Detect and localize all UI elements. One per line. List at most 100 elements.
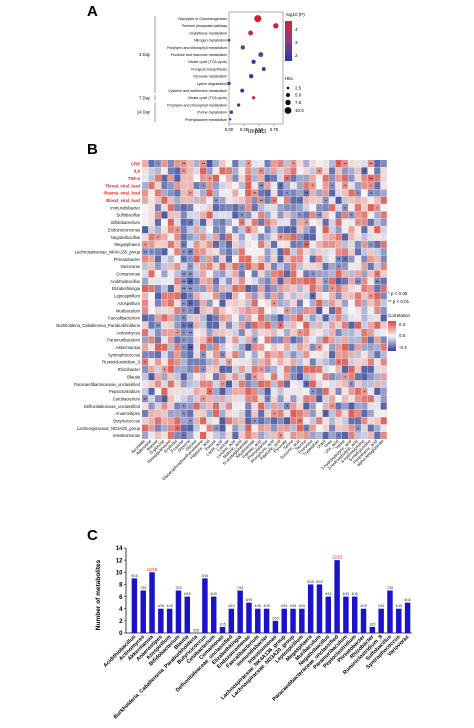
heatmap-cell: [271, 284, 278, 292]
heatmap-cell: [290, 409, 297, 417]
heatmap-cell: [277, 299, 284, 307]
heatmap-cell: [290, 270, 297, 278]
heatmap-cell: [380, 380, 387, 388]
bar: [369, 626, 376, 633]
significance-mark: **: [189, 331, 193, 336]
heatmap-cell: [380, 417, 387, 425]
heatmap-cell: [329, 299, 336, 307]
heatmap-cell: [303, 343, 310, 351]
significance-mark: *: [183, 316, 185, 321]
heatmap-cell: [212, 351, 220, 359]
heatmap-cell: [296, 233, 303, 241]
heatmap-cell: [290, 277, 297, 285]
heatmap-cell: [232, 329, 239, 337]
heatmap-cell: [309, 395, 316, 403]
heatmap-cell: [212, 189, 220, 197]
heatmap-cell: [341, 182, 349, 190]
heatmap-cell: [225, 409, 232, 417]
heatmap-cell: [329, 174, 336, 182]
significance-mark: *: [306, 426, 308, 431]
heatmap-cell: [174, 270, 181, 278]
heatmap-cell: [154, 409, 162, 417]
heatmap-cell: [283, 336, 291, 344]
heatmap-cell: [283, 292, 291, 300]
heatmap-cell: [167, 358, 174, 366]
heatmap-cell: [174, 402, 181, 410]
heatmap-cell: [271, 424, 278, 432]
heatmap-cell: [264, 365, 271, 373]
heatmap-cell: [361, 299, 368, 307]
heatmap-cell: [148, 211, 155, 219]
heatmap-cell: [374, 284, 381, 292]
heatmap-cell: [167, 380, 174, 388]
heatmap-cell: [142, 211, 149, 219]
heatmap-cell: [296, 240, 303, 248]
heatmap-cell: [341, 409, 349, 417]
heatmap-cell: [290, 167, 297, 175]
heatmap-cell: [154, 351, 162, 359]
heatmap-cell: [296, 365, 303, 373]
heatmap-cell: [161, 226, 168, 234]
heatmap-cell: [200, 218, 207, 226]
heatmap-cell: [341, 336, 349, 344]
heatmap-cell: [238, 307, 245, 315]
heatmap-cell: [200, 277, 207, 285]
heatmap-cell: [238, 189, 245, 197]
heatmap-cell: [283, 417, 291, 425]
heatmap-cell: [142, 358, 149, 366]
heatmap-cell: [329, 255, 336, 263]
heatmap-cell: [245, 262, 252, 270]
heatmap-cell: [354, 409, 361, 417]
heatmap-cell: [232, 174, 239, 182]
heatmap-cell: [271, 321, 278, 329]
heatmap-cell: [232, 307, 239, 315]
heatmap-cell: [206, 233, 213, 241]
significance-mark: **: [253, 191, 257, 196]
heatmap-cell: [290, 196, 297, 204]
heatmap-cell: [283, 365, 291, 373]
heatmap-cell: [238, 402, 245, 410]
significance-mark: *: [157, 162, 159, 167]
significance-mark: *: [280, 323, 282, 328]
significance-mark: *: [280, 434, 282, 439]
heatmap-cell: [296, 373, 303, 381]
heatmap-cell: [341, 387, 349, 395]
heatmap-cell: [148, 233, 155, 241]
heatmap-cell: [161, 299, 168, 307]
heatmap-cell: [361, 277, 368, 285]
heatmap-cell: [329, 204, 336, 212]
heatmap-cell: [290, 373, 297, 381]
heatmap-cell: [180, 292, 187, 300]
heatmap-cell: [303, 329, 310, 337]
significance-mark: *: [215, 316, 217, 321]
heatmap-cell: [335, 262, 342, 270]
heatmap-cell: [329, 409, 336, 417]
heatmap-cell: [329, 387, 336, 395]
significance-mark: *: [209, 390, 211, 395]
heatmap-cell: [290, 248, 297, 256]
heatmap-cell: [316, 373, 323, 381]
heatmap-cell: [283, 174, 291, 182]
heatmap-cell: [232, 262, 239, 270]
heatmap-cell: [380, 402, 387, 410]
heatmap-cell: [238, 226, 245, 234]
heatmap-cell: [348, 182, 355, 190]
heatmap-cell: [303, 240, 310, 248]
heatmap-cell: [251, 160, 258, 168]
heatmap-cell: [277, 395, 284, 403]
heatmap-cell: [296, 431, 303, 439]
heatmap-cell: [335, 211, 342, 219]
heatmap-cell: [264, 409, 271, 417]
heatmap-cell: [316, 240, 323, 248]
heatmap-cell: [142, 270, 149, 278]
heatmap-cell: [161, 373, 168, 381]
heatmap-cell: [354, 351, 361, 359]
pathway-label: Fructose and mannose metabolism: [171, 53, 227, 57]
heatmap-cell: [212, 380, 220, 388]
heatmap-cell: [200, 431, 207, 439]
heatmap-cell: [303, 373, 310, 381]
heatmap-cell: [341, 174, 349, 182]
heatmap-cell: [187, 299, 194, 307]
heatmap-cell: [200, 417, 207, 425]
heatmap-cell: [374, 373, 381, 381]
